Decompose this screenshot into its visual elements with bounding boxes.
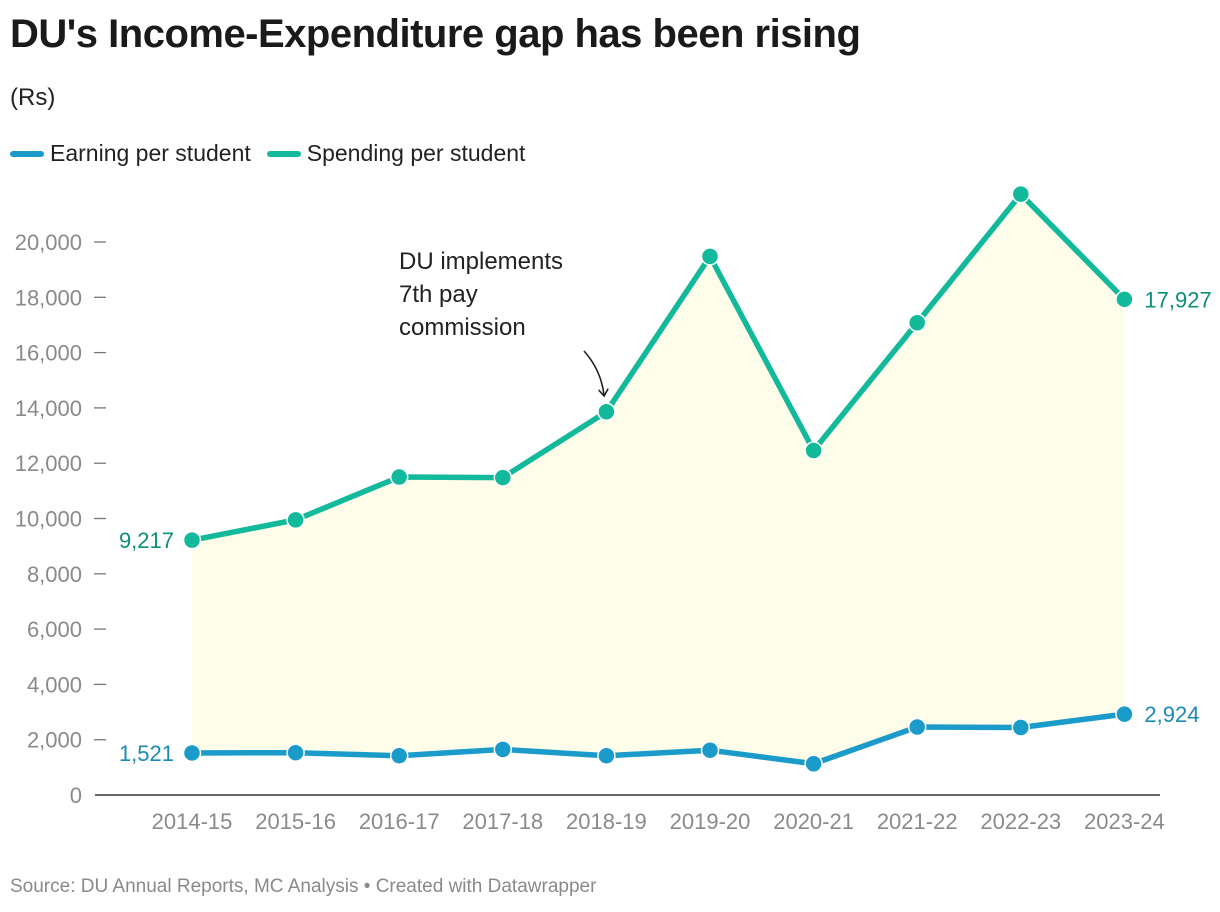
data-point-earning (804, 754, 823, 774)
data-point-spending (1011, 184, 1031, 204)
y-tick-label: 12,000 (15, 451, 82, 476)
data-point-spending (182, 530, 202, 550)
x-tick-label: 2019-20 (670, 809, 751, 834)
x-tick-label: 2020-21 (773, 809, 854, 834)
annotation-text-line: commission (399, 314, 526, 341)
x-tick-label: 2021-22 (877, 809, 958, 834)
data-label-spending-first: 9,217 (119, 528, 174, 553)
label-layer: 9,217 17,927 1,521 2,924 (119, 287, 1212, 766)
gap-area (192, 194, 1125, 764)
x-tick-label: 2023-24 (1084, 809, 1165, 834)
line-layer (189, 191, 1128, 767)
data-point-earning (1011, 718, 1031, 737)
legend-swatch-spending (266, 150, 301, 157)
annotation-text-line: 7th pay (399, 281, 478, 308)
data-point-earning (1115, 704, 1134, 724)
y-tick-label: 16,000 (15, 341, 82, 366)
y-tick-label: 0 (70, 783, 82, 808)
data-point-earning (389, 746, 409, 765)
point-layer (182, 184, 1134, 774)
series-line-earning (189, 711, 1128, 767)
data-label-earning-last: 2,924 (1144, 702, 1199, 727)
data-point-spending (700, 247, 720, 266)
data-point-earning (493, 740, 513, 759)
data-point-spending (493, 468, 513, 487)
data-label-spending-last: 17,927 (1144, 287, 1211, 312)
y-tick-label: 2,000 (27, 728, 82, 753)
y-tick-label: 20,000 (15, 230, 82, 255)
x-tick-label: 2015-16 (255, 809, 336, 834)
annotation-text-line: DU implements (399, 248, 563, 275)
x-tick-label: 2017-18 (462, 809, 543, 834)
y-tick-label: 10,000 (15, 507, 82, 532)
legend-label-earning: Earning per student (50, 140, 251, 166)
chart-subtitle: (Rs) (10, 84, 56, 111)
y-tick-label: 18,000 (15, 285, 82, 310)
data-point-spending (597, 402, 616, 422)
x-tick-label: 2016-17 (359, 809, 440, 834)
legend-swatch-earning (10, 150, 44, 157)
annotation-layer: DU implements 7th pay commission (399, 248, 604, 395)
series-line-spending (189, 191, 1128, 543)
source-footer: Source: DU Annual Reports, MC Analysis •… (10, 876, 597, 897)
legend-item-spending: Spending per student (266, 140, 526, 167)
data-point-spending (907, 313, 927, 332)
data-point-earning (700, 740, 720, 760)
data-point-earning (597, 746, 616, 765)
y-tick-label: 4,000 (27, 672, 82, 697)
x-tick-label: 2018-19 (566, 809, 647, 834)
data-point-earning (907, 717, 927, 737)
x-tick-label: 2014-15 (152, 809, 233, 834)
chart-title: DU's Income-Expenditure gap has been ris… (10, 12, 861, 56)
data-point-spending (286, 510, 305, 530)
y-tick-label: 14,000 (15, 396, 82, 421)
data-point-spending (389, 467, 409, 487)
legend-item-earning: Earning per student (10, 140, 251, 167)
legend: Earning per student Spending per student (10, 140, 541, 167)
x-tick-label: 2022-23 (980, 809, 1061, 834)
y-tick-label: 8,000 (27, 562, 82, 587)
gap-area-layer (192, 194, 1125, 764)
legend-label-spending: Spending per student (306, 140, 526, 166)
axis-layer: 0 2,000 4,000 6,000 8,000 10,000 12,000 14,000 1… (15, 230, 1165, 834)
data-point-earning (286, 743, 305, 762)
data-label-earning-first: 1,521 (119, 741, 174, 766)
y-tick-label: 6,000 (27, 617, 82, 642)
data-point-earning (182, 743, 202, 763)
data-point-spending (1115, 290, 1134, 309)
data-point-spending (804, 441, 823, 460)
annotation-arrow (583, 350, 604, 395)
